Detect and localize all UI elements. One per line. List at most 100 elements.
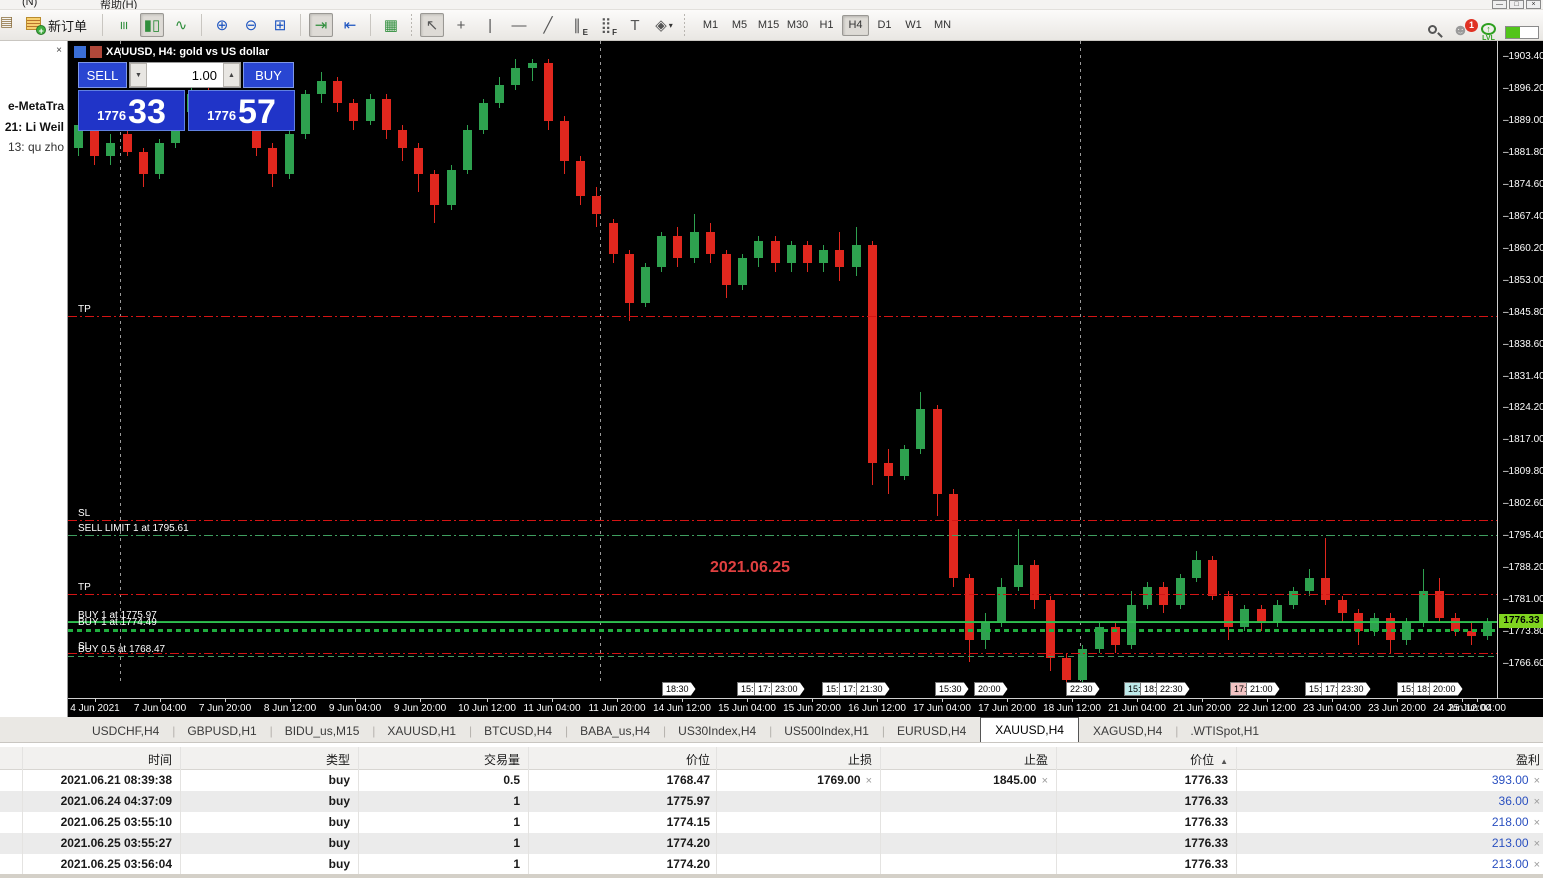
- tab-USDCHFH4[interactable]: USDCHF,H4 |: [92, 724, 176, 738]
- timeframe-W1[interactable]: W1: [905, 19, 922, 31]
- chart-title: XAUUSD, H4: gold vs US dollar: [74, 46, 269, 58]
- tile-windows-icon[interactable]: ⊞: [273, 17, 287, 34]
- tab-EURUSDH4[interactable]: EURUSD,H4|: [896, 724, 982, 738]
- remove-icon[interactable]: ×: [1533, 817, 1540, 829]
- timeframe-H1[interactable]: H1: [819, 19, 834, 31]
- arrows-icon[interactable]: ◈ ▾: [655, 17, 673, 34]
- new-order-icon: +: [26, 17, 46, 36]
- tab-US500IndexH1[interactable]: US500Index,H1 |: [784, 724, 885, 738]
- remove-icon[interactable]: ×: [865, 775, 872, 787]
- toolbar-separator: [370, 14, 372, 36]
- tab-BTCUSDH4[interactable]: BTCUSD,H4 |: [484, 724, 569, 738]
- sell-price-display[interactable]: 1776 33: [78, 90, 185, 131]
- candle-body: [624, 254, 634, 303]
- remove-icon[interactable]: ×: [1533, 796, 1540, 808]
- week-separator-line: [120, 41, 121, 681]
- tab-BABAusH4[interactable]: BABA_us,H4 |: [580, 724, 667, 738]
- minimize-button[interactable]: —: [1492, 0, 1507, 9]
- volume-input[interactable]: 1.00: [191, 67, 217, 83]
- timeframe-D1[interactable]: D1: [877, 19, 892, 31]
- candlestick-icon[interactable]: ▮▯: [140, 13, 165, 37]
- fibonacci-icon[interactable]: ⣿ F: [600, 17, 618, 37]
- table-row[interactable]: 2021.06.25 03:55:10 buy 1 1774.15 1776.33 218…: [0, 812, 1543, 833]
- column-header-0[interactable]: 时间: [147, 753, 172, 767]
- tab-XAUUSDH4[interactable]: XAUUSD,H4: [980, 717, 1079, 742]
- equidistant-channel-icon[interactable]: ∥ E: [573, 17, 589, 37]
- menu-item-help[interactable]: 帮助(H): [100, 0, 138, 10]
- time-axis[interactable]: 4 Jun 2021 7 Jun 04:00 7 Jun 20:00 8 Jun 12…: [68, 698, 1543, 717]
- tab-XAGUSDH4[interactable]: XAGUSD,H4 |: [1092, 724, 1179, 738]
- timeframe-H4[interactable]: H4: [842, 14, 870, 36]
- new-order-button[interactable]: + 新订单: [19, 12, 94, 38]
- sort-arrow-icon: ▲: [1220, 757, 1228, 766]
- sidebar-close-icon[interactable]: ×: [56, 45, 62, 56]
- volume-increase-button[interactable]: ▲: [223, 63, 240, 87]
- sell-button[interactable]: SELL: [78, 62, 127, 88]
- bar-chart-icon[interactable]: ≡: [114, 20, 132, 30]
- crosshair-icon[interactable]: +: [456, 16, 466, 34]
- timeframe-M1[interactable]: M1: [702, 19, 719, 31]
- cell-price: 1768.47: [666, 773, 710, 787]
- line-chart-icon[interactable]: ∿: [174, 17, 188, 34]
- lvl-icon[interactable]: ↑ LVL: [1481, 22, 1496, 42]
- cell-price: 1774.20: [666, 857, 710, 871]
- price-axis-label: –1903.40: [1503, 51, 1543, 62]
- remove-icon[interactable]: ×: [1533, 838, 1540, 850]
- table-row[interactable]: 2021.06.25 03:56:04 buy 1 1774.20 1776.33 213…: [0, 854, 1543, 875]
- buy-price-display[interactable]: 1776 57: [188, 90, 295, 131]
- tab-US30IndexH4[interactable]: US30Index,H4 |: [678, 724, 773, 738]
- text-icon[interactable]: T: [630, 16, 640, 34]
- chart-shift-icon[interactable]: ⇤: [343, 17, 357, 34]
- zoom-out-icon[interactable]: ⊖: [244, 17, 258, 34]
- price-axis[interactable]: –1903.40 –1896.20 –1889.00 –1881.80 –1874.60…: [1497, 41, 1543, 698]
- maximize-button[interactable]: □: [1509, 0, 1524, 9]
- remove-icon[interactable]: ×: [1041, 775, 1048, 787]
- price-axis-label: –1781.00: [1503, 594, 1543, 606]
- chart-area[interactable]: XAUUSD, H4: gold vs US dollar SELL ▼ 1.0…: [68, 41, 1497, 698]
- column-separator: [22, 747, 23, 874]
- horizontal-line-icon[interactable]: —: [511, 16, 527, 34]
- remove-icon[interactable]: ×: [1533, 859, 1540, 871]
- timeframe-M15[interactable]: M15: [757, 19, 780, 31]
- timeframe-M30[interactable]: M30: [786, 19, 809, 31]
- column-header-7[interactable]: 盈利: [1515, 753, 1540, 767]
- remove-icon[interactable]: ×: [1533, 775, 1540, 787]
- close-button[interactable]: ×: [1526, 0, 1541, 9]
- timeframe-M5[interactable]: M5: [731, 19, 748, 31]
- timeframe-MN[interactable]: MN: [933, 19, 952, 31]
- cursor-icon[interactable]: ↖: [420, 13, 445, 37]
- template-icon[interactable]: ▦: [383, 17, 399, 34]
- toolbar-separator: [411, 14, 413, 36]
- table-row[interactable]: 2021.06.21 08:39:38 buy 0.5 1768.47 1769.00 ×…: [0, 770, 1543, 791]
- column-header-3[interactable]: 价位: [685, 753, 710, 767]
- candle-body: [592, 196, 602, 215]
- candle-body: [1191, 560, 1201, 578]
- table-row[interactable]: 2021.06.24 04:37:09 buy 1 1775.97 1776.33 36.…: [0, 791, 1543, 812]
- column-header-6[interactable]: 价位 ▲: [1190, 753, 1228, 767]
- volume-decrease-button[interactable]: ▼: [130, 63, 147, 87]
- tab-WTISpotH1[interactable]: .WTISpot,H1: [1190, 724, 1260, 738]
- tab-XAUUSDH1[interactable]: XAUUSD,H1 |: [387, 724, 473, 738]
- cell-profit: 213.00 ×: [1491, 857, 1540, 871]
- candle-body: [754, 240, 764, 259]
- search-icon[interactable]: [1427, 24, 1443, 40]
- cell-volume: 0.5: [503, 773, 520, 787]
- price-axis-label: –1867.40: [1503, 210, 1543, 222]
- column-header-5[interactable]: 止盈: [1023, 753, 1048, 767]
- zoom-in-icon[interactable]: ⊕: [215, 17, 229, 34]
- menu-item-partial[interactable]: (N): [22, 0, 38, 8]
- time-axis-label: 4 Jun 2021: [70, 703, 120, 714]
- vertical-line-icon[interactable]: |: [488, 16, 492, 34]
- table-row[interactable]: 2021.06.25 03:55:27 buy 1 1774.20 1776.33 213…: [0, 833, 1543, 854]
- column-header-4[interactable]: 止损: [847, 753, 872, 767]
- toolbar: ▤ + 新订单 ≡ ▮▯ ∿ ⊕ ⊖ ⊞ ⇥ ⇤ ▦ ↖ + | — ╱ ∥ E ⣿ F T ◈ ▾ M1 M5 M15 M3…: [0, 10, 1543, 42]
- auto-scroll-icon[interactable]: ⇥: [309, 13, 334, 37]
- tab-BIDUusM15[interactable]: BIDU_us,M15 |: [284, 724, 376, 738]
- account-icon[interactable]: ☻ 1: [1452, 19, 1478, 42]
- trendline-icon[interactable]: ╱: [543, 17, 553, 34]
- column-header-2[interactable]: 交易量: [483, 753, 520, 767]
- buy-button[interactable]: BUY: [243, 62, 294, 88]
- tab-GBPUSDH1[interactable]: GBPUSD,H1 |: [187, 724, 273, 738]
- price-axis-label: –1824.20: [1503, 402, 1543, 414]
- column-header-1[interactable]: 类型: [325, 753, 350, 767]
